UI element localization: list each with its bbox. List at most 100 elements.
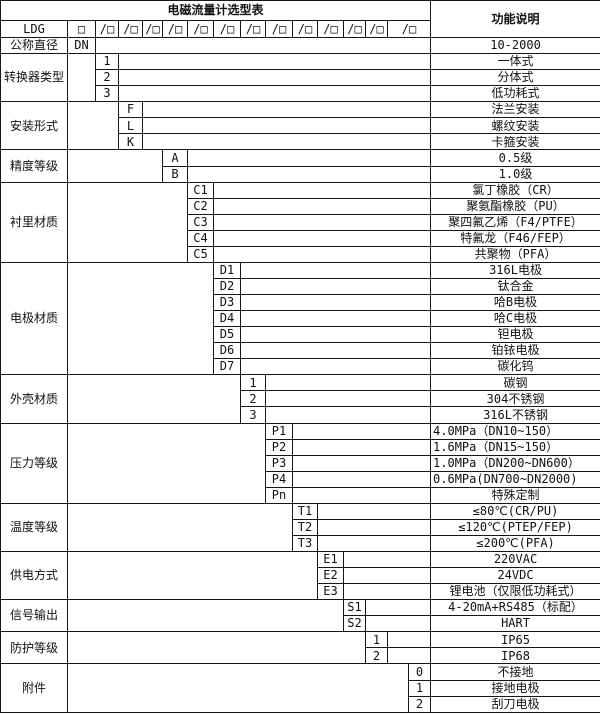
- filler-cell: [212, 229, 432, 247]
- desc-cell: ≤80℃(CR/PU): [430, 502, 600, 520]
- label-converter-type: 转换器类型: [0, 53, 68, 103]
- desc-cell: IP65: [430, 631, 600, 649]
- filler-cell: [264, 390, 432, 408]
- option-code-box: /□: [386, 20, 432, 38]
- desc-cell: 碳化钨: [430, 358, 600, 376]
- filler-cell: [212, 245, 432, 263]
- filler-cell: [212, 181, 432, 199]
- indent-cell: [67, 53, 96, 103]
- desc-cell: 1.6MPa（DN15~150）: [430, 438, 600, 456]
- code-cell: 2: [95, 69, 119, 87]
- filler-cell: [239, 358, 432, 376]
- label-accessory: 附件: [0, 663, 68, 713]
- option-row: 温度等级 T1 ≤80℃(CR/PU): [0, 502, 600, 553]
- code-cell: P1: [265, 422, 293, 440]
- option-row: 衬里材质 C1 氯丁橡胶（CR）: [0, 181, 600, 263]
- code-cell: D2: [213, 277, 241, 296]
- code-cell: D7: [213, 358, 241, 376]
- desc-cell: 刮刀电极: [430, 695, 600, 714]
- code-cell: Pn: [265, 486, 293, 504]
- desc-cell: 氯丁橡胶（CR）: [430, 181, 600, 199]
- code-cell: B: [162, 165, 188, 183]
- desc-cell: 聚氨酯橡胶（PU）: [430, 197, 600, 215]
- label-installation-type: 安装形式: [0, 101, 68, 151]
- desc-cell: 316L电极: [430, 261, 600, 279]
- code-cell: 2: [407, 695, 432, 714]
- code-cell: D5: [213, 326, 241, 344]
- model-prefix: LDG: [0, 20, 68, 38]
- desc-cell: 哈B电极: [430, 293, 600, 312]
- option-code-box: /□: [213, 20, 241, 38]
- desc-cell: 24VDC: [430, 567, 600, 585]
- indent-cell: [67, 261, 214, 376]
- header-row: 电磁流量计选型表 功能说明: [0, 0, 600, 38]
- indent-cell: [67, 599, 344, 633]
- filler-cell: [239, 293, 432, 312]
- code-cell: D3: [213, 293, 241, 312]
- option-row: 信号输出 S1 4-20mA+RS485（标配）: [0, 599, 600, 633]
- filler-cell: [141, 101, 432, 119]
- option-row: 公称直径 DN 10-2000: [0, 36, 600, 55]
- indent-cell: [67, 149, 163, 183]
- desc-cell: 304不锈钢: [430, 390, 600, 408]
- filler-cell: [212, 197, 432, 215]
- filler-cell: [264, 406, 432, 424]
- filler-cell: [239, 342, 432, 360]
- code-cell: C3: [187, 213, 214, 231]
- option-code-box: /□: [162, 20, 188, 38]
- indent-cell: [67, 422, 266, 504]
- code-cell: K: [118, 133, 143, 151]
- desc-cell: 一体式: [430, 53, 600, 71]
- filler-cell: [342, 583, 432, 601]
- option-row: 精度等级 A 0.5级: [0, 149, 600, 183]
- option-code-box: /□: [95, 20, 119, 38]
- desc-cell: 4.0MPa（DN10~150）: [430, 422, 600, 440]
- desc-cell: 哈C电极: [430, 310, 600, 328]
- desc-cell: 316L不锈钢: [430, 406, 600, 424]
- code-cell: DN: [67, 36, 96, 55]
- filler-cell: [316, 518, 432, 536]
- desc-cell: 共聚物（PFA）: [430, 245, 600, 263]
- code-cell: 1: [95, 53, 119, 71]
- desc-cell: IP68: [430, 647, 600, 665]
- indent-cell: [67, 502, 293, 553]
- desc-cell: 4-20mA+RS485（标配）: [430, 599, 600, 617]
- code-cell: P2: [265, 438, 293, 456]
- desc-cell: ≤120℃(PTEP/FEP): [430, 518, 600, 536]
- code-cell: E2: [317, 567, 344, 585]
- filler-cell: [212, 213, 432, 231]
- filler-cell: [386, 647, 432, 665]
- code-cell: S1: [343, 599, 366, 617]
- filler-cell: [141, 117, 432, 135]
- code-cell: C4: [187, 229, 214, 247]
- option-row: E3 锂电池（仅限低功耗式）: [1, 583, 600, 601]
- option-row: T3 ≤200℃(PFA): [1, 534, 600, 553]
- filler-cell: [117, 53, 432, 71]
- code-cell: E1: [317, 550, 344, 569]
- code-cell: A: [162, 149, 188, 167]
- desc-cell: 铂铱电极: [430, 342, 600, 360]
- desc-cell: 特殊定制: [430, 486, 600, 504]
- option-row: P4 0.6MPa(DN700~DN2000): [1, 470, 600, 488]
- desc-cell: 卡箍安装: [430, 133, 600, 151]
- indent-cell: [67, 374, 241, 424]
- code-cell: 1: [407, 679, 432, 697]
- label-temperature-rating: 温度等级: [0, 502, 68, 553]
- desc-cell: 锂电池（仅限低功耗式）: [430, 583, 600, 601]
- filler-cell: [94, 36, 432, 55]
- filler-cell: [291, 486, 432, 504]
- desc-cell: 螺纹安装: [430, 117, 600, 135]
- desc-cell: 接地电极: [430, 679, 600, 697]
- option-row: 防护等级 1 IP65: [0, 631, 600, 665]
- desc-cell: 不接地: [430, 663, 600, 681]
- desc-cell: 钛合金: [430, 277, 600, 296]
- option-row: 外壳材质 1 碳钢: [0, 374, 600, 424]
- label-accuracy-class: 精度等级: [0, 149, 68, 183]
- option-code-box: /□: [187, 20, 214, 38]
- option-row: D4 哈C电极: [1, 310, 600, 328]
- label-electrode-material: 电极材质: [0, 261, 68, 376]
- filler-cell: [186, 165, 432, 183]
- code-cell: 3: [240, 406, 266, 424]
- filler-cell: [291, 454, 432, 472]
